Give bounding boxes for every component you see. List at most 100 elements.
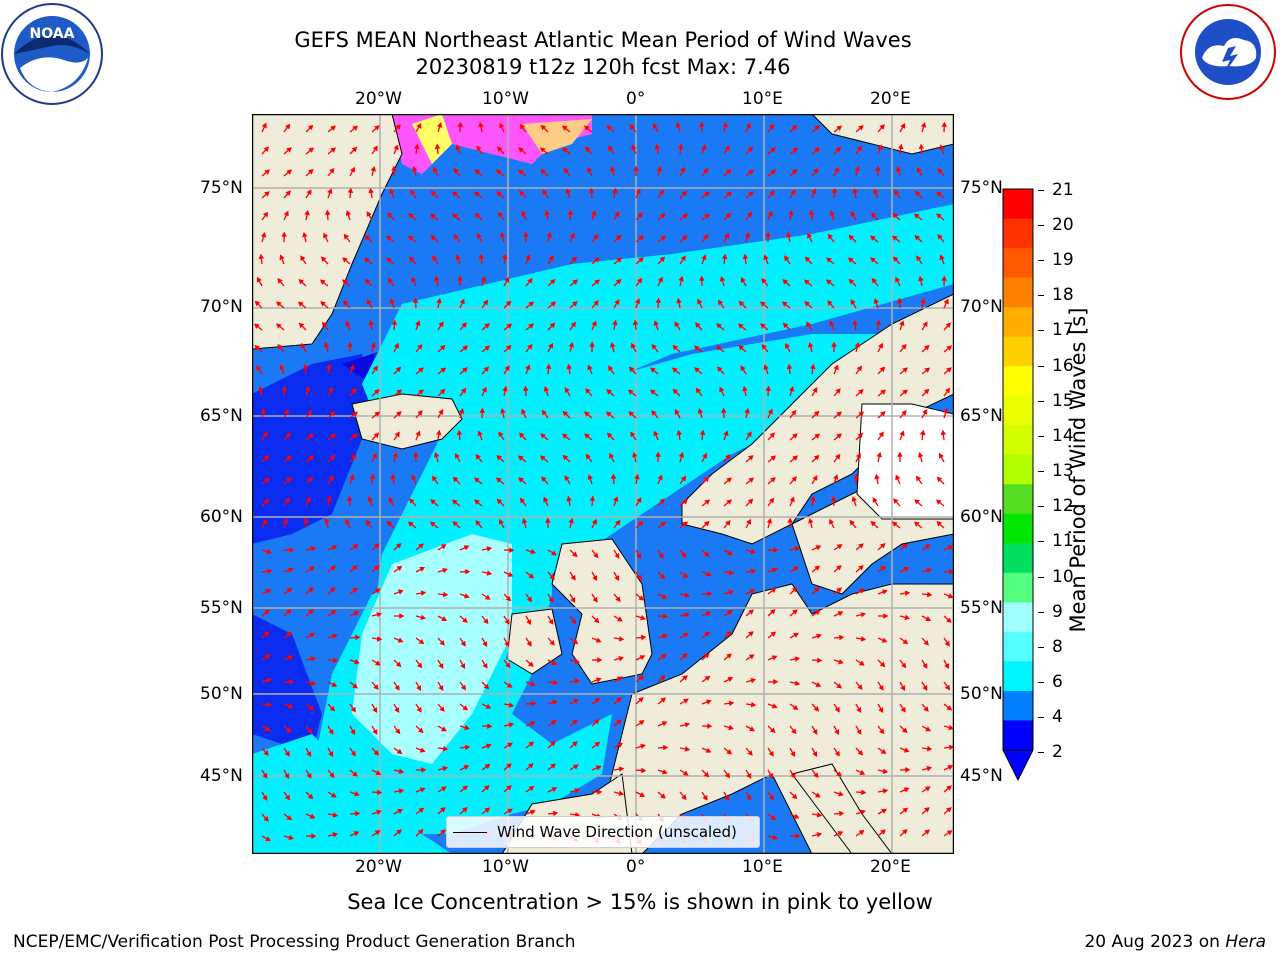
wave-direction-arrowhead xyxy=(662,769,668,775)
wave-direction-arrowhead xyxy=(310,680,317,686)
land-italy xyxy=(791,763,893,854)
wave-direction-arrowhead xyxy=(946,617,952,623)
wave-direction-arrowhead xyxy=(347,187,354,194)
wave-direction-arrowhead xyxy=(719,386,725,393)
wave-direction-arrowhead xyxy=(698,121,705,127)
land-great-britain xyxy=(551,538,653,685)
wave-direction-arrowhead xyxy=(395,728,401,735)
wave-direction-arrowhead xyxy=(574,788,581,794)
wave-direction-arrowhead xyxy=(895,276,901,283)
wave-direction-arrowhead xyxy=(365,519,371,526)
wave-direction-arrowhead xyxy=(418,638,425,645)
wave-direction-arrowhead xyxy=(487,723,493,729)
wave-direction-arrowhead xyxy=(398,768,405,774)
wave-direction-arrowhead xyxy=(946,830,953,836)
wave-direction-arrowhead xyxy=(609,452,615,459)
wave-direction-arrowhead xyxy=(523,231,529,237)
wave-direction-arrowhead xyxy=(833,474,839,480)
wave-direction-arrowhead xyxy=(661,721,668,727)
wave-direction-arrowhead xyxy=(495,169,502,175)
wave-direction-arrowhead xyxy=(936,213,942,219)
wave-direction-arrowhead xyxy=(904,614,910,621)
wave-direction-arrowhead xyxy=(583,125,590,131)
wave-direction-arrowhead xyxy=(682,770,689,776)
wave-direction-arrowhead xyxy=(418,389,424,395)
wave-direction-arrowhead xyxy=(550,301,557,307)
colorbar-tick-label: 10 xyxy=(1052,567,1074,587)
wave-direction-arrowhead xyxy=(671,367,678,373)
wave-direction-arrowhead xyxy=(328,387,334,393)
wave-direction-arrowhead xyxy=(616,697,622,703)
wave-direction-arrowhead xyxy=(770,169,777,175)
wave-direction-arrowhead xyxy=(792,147,799,153)
wave-direction-arrowhead xyxy=(352,125,359,131)
wave-direction-arrowhead xyxy=(355,810,361,817)
wave-direction-arrowhead xyxy=(750,568,757,575)
wave-direction-arrowhead xyxy=(353,831,360,837)
wave-direction-arrowhead xyxy=(861,789,867,796)
wave-direction-arrowhead xyxy=(263,750,269,756)
wave-direction-arrowhead xyxy=(651,343,657,350)
lon-tick-bottom: 20°E xyxy=(870,857,911,877)
wave-direction-arrowhead xyxy=(593,233,599,240)
wave-direction-arrowhead xyxy=(871,212,877,218)
wave-direction-arrowhead xyxy=(900,706,906,713)
wave-direction-arrowhead xyxy=(506,682,513,688)
wave-direction-arrowhead xyxy=(792,587,798,593)
wave-direction-arrowhead xyxy=(283,210,289,217)
wave-direction-arrowhead xyxy=(795,833,801,839)
wave-direction-arrowhead xyxy=(453,234,459,240)
wave-direction-arrowhead xyxy=(836,433,842,439)
wave-direction-arrowhead xyxy=(606,389,612,395)
lat-tick-right: 55°N xyxy=(960,598,1003,618)
wave-direction-arrowhead xyxy=(923,344,930,351)
wave-direction-arrowhead xyxy=(452,476,459,483)
wave-direction-arrowhead xyxy=(309,566,315,572)
wave-direction-arrowhead xyxy=(594,257,600,263)
wave-direction-arrowhead xyxy=(901,828,908,835)
wave-direction-arrowhead xyxy=(367,496,373,502)
wave-direction-arrowhead xyxy=(663,613,669,620)
wave-direction-arrowhead xyxy=(638,595,644,601)
wave-direction-arrowhead xyxy=(561,433,568,439)
wave-direction-arrowhead xyxy=(455,452,460,459)
wave-direction-arrowhead xyxy=(816,812,823,818)
wave-direction-arrowhead xyxy=(505,595,512,602)
wave-direction-arrowhead xyxy=(591,210,597,216)
wave-direction-arrowhead xyxy=(701,254,707,261)
wave-direction-arrowhead xyxy=(368,319,374,326)
colorbar-segment xyxy=(1003,218,1033,249)
wave-direction-arrowhead xyxy=(878,342,883,349)
wave-direction-arrowhead xyxy=(746,518,751,525)
colorbar-segment xyxy=(1003,189,1033,220)
wave-direction-arrowhead xyxy=(497,146,503,153)
wave-direction-arrowhead xyxy=(808,341,814,348)
wave-direction-arrowhead xyxy=(595,637,602,643)
wave-direction-arrowhead xyxy=(873,298,880,304)
wave-direction-arrowhead xyxy=(486,743,492,749)
colorbar-tick-label: 20 xyxy=(1052,215,1074,235)
wave-direction-arrowhead xyxy=(417,410,423,416)
wave-direction-arrowhead xyxy=(302,363,309,370)
wave-direction-arrowhead xyxy=(789,496,795,503)
wave-direction-arrowhead xyxy=(286,477,292,483)
wave-direction-arrowhead xyxy=(328,751,334,757)
map-legend: Wind Wave Direction (unscaled) xyxy=(446,816,760,848)
wave-direction-arrowhead xyxy=(528,301,534,307)
wave-direction-arrowhead xyxy=(562,125,568,131)
map-frame xyxy=(252,114,954,854)
wave-direction-arrowhead xyxy=(552,679,559,686)
wave-direction-arrowhead xyxy=(264,654,271,660)
wave-direction-arrowhead xyxy=(548,619,554,625)
wave-direction-arrowhead xyxy=(659,498,665,504)
wave-direction-arrowhead xyxy=(682,213,689,219)
wave-direction-arrowhead xyxy=(256,365,262,372)
wave-direction-arrowhead xyxy=(895,166,902,172)
wave-direction-arrowhead xyxy=(899,320,905,326)
wave-direction-arrowhead xyxy=(943,298,949,305)
wave-direction-arrowhead xyxy=(254,300,261,307)
wave-direction-arrowhead xyxy=(807,232,813,239)
wave-direction-arrowhead xyxy=(703,476,710,483)
wave-direction-arrowhead xyxy=(852,187,858,194)
wave-direction-arrowhead xyxy=(452,191,458,197)
